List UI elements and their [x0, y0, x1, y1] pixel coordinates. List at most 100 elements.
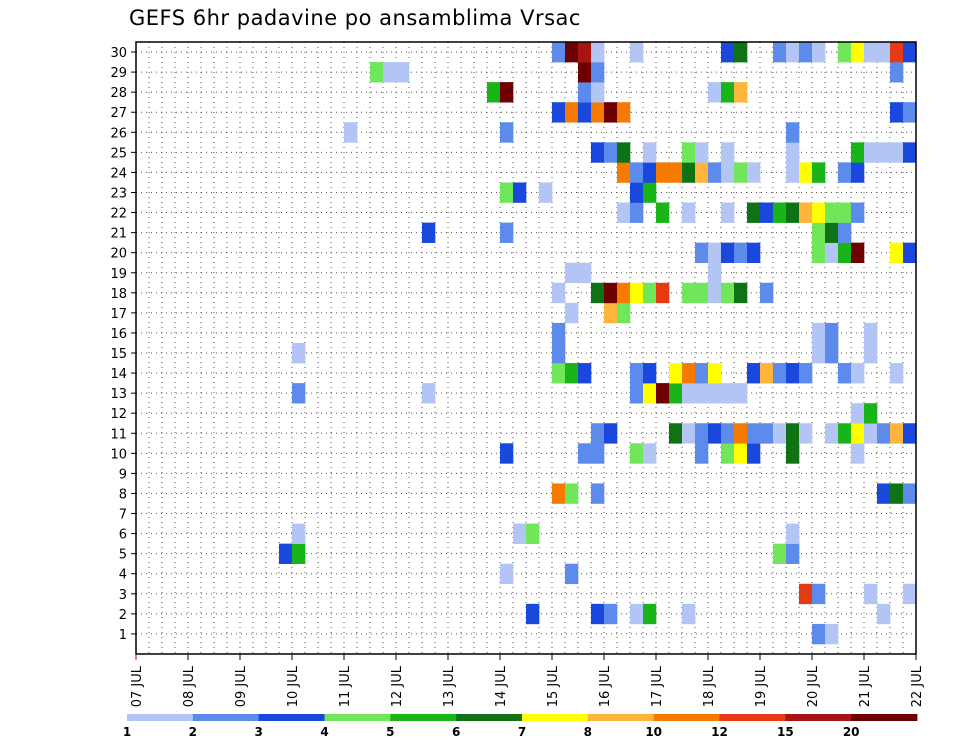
- precip-cell: member 5, 19 JUL 12Z: 2: [786, 543, 800, 565]
- precip-cell: member 20, 18 JUL 00Z: 1: [708, 242, 722, 264]
- precip-cell: member 22, 20 JUL 12Z: 4: [838, 202, 852, 223]
- y-tick-label: 18: [110, 287, 127, 302]
- precip-cell: member 2, 16 JUL 12Z: 1: [630, 603, 644, 625]
- precip-cell: member 3, 19 JUL 18Z: 12: [799, 583, 813, 605]
- precip-cell: member 13, 16 JUL 12Z: 2: [630, 383, 644, 404]
- precip-cell: member 25, 16 JUL 00Z: 2: [604, 142, 618, 163]
- precip-cell: member 20, 20 JUL 12Z: 5: [838, 242, 852, 264]
- precip-cell: member 21, 20 JUL 00Z: 4: [812, 222, 826, 243]
- precip-cell: member 6, 14 JUL 06Z: 1: [513, 523, 527, 544]
- precip-cell: member 10, 18 JUL 06Z: 4: [721, 443, 735, 464]
- colorbar-label: 10: [645, 725, 662, 739]
- y-tick-label: 10: [110, 447, 127, 462]
- precip-cell: member 25, 17 JUL 12Z: 4: [682, 142, 696, 163]
- precip-cell: member 14, 20 JUL 18Z: 1: [851, 363, 865, 384]
- precip-cell: member 30, 20 JUL 12Z: 4: [838, 42, 852, 63]
- precip-cell: member 26, 19 JUL 12Z: 2: [786, 122, 800, 143]
- precip-cell: member 14, 17 JUL 06Z: 7: [669, 363, 683, 384]
- precip-cell: member 27, 21 JUL 18Z: 2: [903, 102, 917, 123]
- precip-cell: member 6, 14 JUL 12Z: 4: [526, 523, 540, 544]
- precip-cell: member 17, 16 JUL 06Z: 4: [617, 302, 631, 324]
- precip-cell: member 8, 21 JUL 18Z: 2: [903, 483, 917, 504]
- precip-cell: member 25, 21 JUL 06Z: 1: [877, 142, 891, 163]
- precip-cell: member 13, 10 JUL 00Z: 2: [292, 383, 306, 404]
- precip-cell: member 11, 17 JUL 12Z: 1: [682, 423, 696, 444]
- precip-cell: member 14, 16 JUL 18Z: 3: [643, 363, 657, 384]
- precip-cell: member 22, 19 JUL 12Z: 6: [786, 202, 800, 223]
- precip-cell: member 26, 11 JUL 00Z: 1: [344, 122, 358, 143]
- precip-cell: member 14, 18 JUL 18Z: 3: [747, 363, 761, 384]
- precip-cell: member 18, 18 JUL 06Z: 4: [721, 282, 735, 304]
- precip-cell: member 24, 17 JUL 12Z: 6: [682, 162, 696, 183]
- x-tick-label: 11 JUL: [338, 665, 353, 707]
- precip-cell: member 22, 19 JUL 00Z: 3: [760, 202, 774, 223]
- x-tick-label: 18 JUL: [702, 665, 717, 707]
- x-tick-label: 14 JUL: [494, 665, 509, 707]
- precip-cell: member 30, 15 JUL 12Z: 15: [578, 42, 592, 63]
- y-tick-label: 19: [110, 267, 127, 282]
- y-axis-ticks: 1234567891011121314151617181920212223242…: [110, 46, 136, 643]
- precip-cell: member 15, 20 JUL 06Z: 2: [825, 342, 839, 364]
- y-tick-label: 7: [119, 508, 127, 523]
- precip-cell: member 10, 18 JUL 12Z: 7: [734, 443, 748, 464]
- precipitation-cells: member 1, 20 JUL 00Z: 2member 1, 20 JUL …: [279, 42, 917, 645]
- precip-cell: member 18, 17 JUL 00Z: 12: [656, 282, 670, 304]
- x-tick-label: 12 JUL: [390, 665, 405, 707]
- precip-cell: member 30, 20 JUL 18Z: 7: [851, 42, 865, 63]
- y-tick-label: 13: [110, 387, 127, 402]
- precip-cell: member 24, 20 JUL 12Z: 2: [838, 162, 852, 183]
- precip-cell: member 25, 16 JUL 18Z: 1: [643, 142, 657, 163]
- precip-cell: member 28, 18 JUL 12Z: 8: [734, 82, 748, 103]
- y-tick-label: 26: [110, 126, 127, 141]
- precip-cell: member 15, 21 JUL 00Z: 1: [864, 342, 878, 364]
- precip-cell: member 22, 17 JUL 12Z: 1: [682, 202, 696, 223]
- y-tick-label: 1: [119, 628, 127, 643]
- precip-cell: member 18, 16 JUL 18Z: 4: [643, 282, 657, 304]
- precip-cell: member 14, 21 JUL 12Z: 1: [890, 363, 904, 384]
- precip-cell: member 12, 20 JUL 18Z: 1: [851, 403, 865, 424]
- precip-cell: member 30, 15 JUL 00Z: 2: [552, 42, 566, 63]
- precip-cell: member 13, 18 JUL 12Z: 1: [734, 383, 748, 404]
- precip-cell: member 30, 15 JUL 06Z: 20: [565, 42, 579, 63]
- colorbar-swatch: [522, 714, 589, 721]
- y-tick-label: 15: [110, 347, 127, 362]
- precip-cell: member 21, 12 JUL 12Z: 3: [422, 222, 436, 243]
- y-tick-label: 11: [110, 427, 127, 442]
- precip-cell: member 11, 19 JUL 06Z: 1: [773, 423, 787, 444]
- x-tick-label: 17 JUL: [650, 665, 665, 707]
- precip-cell: member 14, 18 JUL 00Z: 7: [708, 363, 722, 384]
- precip-cell: member 8, 21 JUL 12Z: 6: [890, 483, 904, 504]
- precip-cell: member 11, 19 JUL 18Z: 1: [799, 423, 813, 444]
- precip-cell: member 11, 21 JUL 12Z: 8: [890, 423, 904, 444]
- precip-cell: member 11, 21 JUL 00Z: 1: [864, 423, 878, 444]
- y-tick-label: 17: [110, 307, 127, 322]
- precip-cell: member 11, 21 JUL 18Z: 3: [903, 423, 917, 444]
- precip-cell: member 18, 16 JUL 06Z: 10: [617, 282, 631, 304]
- precip-cell: member 28, 18 JUL 06Z: 5: [721, 82, 735, 103]
- precip-cell: member 13, 17 JUL 18Z: 1: [695, 383, 709, 404]
- precip-cell: member 2, 16 JUL 18Z: 5: [643, 603, 657, 625]
- precip-cell: member 24, 17 JUL 06Z: 10: [669, 162, 683, 183]
- precip-cell: member 30, 20 JUL 00Z: 1: [812, 42, 826, 63]
- precip-cell: member 8, 15 JUL 06Z: 4: [565, 483, 579, 504]
- y-tick-label: 8: [119, 487, 127, 502]
- precip-cell: member 11, 18 JUL 00Z: 3: [708, 423, 722, 444]
- y-tick-label: 20: [110, 247, 127, 262]
- colorbar-label: 15: [777, 725, 794, 739]
- colorbar-swatch: [785, 714, 852, 721]
- precip-cell: member 22, 20 JUL 00Z: 7: [812, 202, 826, 223]
- precip-cell: member 23, 14 JUL 06Z: 3: [513, 182, 527, 203]
- y-tick-label: 16: [110, 327, 127, 342]
- x-tick-label: 16 JUL: [598, 665, 613, 707]
- precip-cell: member 1, 20 JUL 00Z: 2: [812, 623, 826, 645]
- precip-cell: member 11, 16 JUL 00Z: 3: [604, 423, 618, 444]
- precip-cell: member 24, 16 JUL 06Z: 10: [617, 162, 631, 183]
- precip-cell: member 14, 20 JUL 12Z: 2: [838, 363, 852, 384]
- precip-cell: member 21, 20 JUL 12Z: 2: [838, 222, 852, 243]
- precip-cell: member 25, 16 JUL 06Z: 6: [617, 142, 631, 163]
- y-tick-label: 2: [119, 608, 127, 623]
- x-tick-label: 13 JUL: [442, 665, 457, 707]
- colorbar-label: 4: [320, 725, 328, 739]
- precip-cell: member 14, 15 JUL 12Z: 3: [578, 363, 592, 384]
- precip-cell: member 14, 19 JUL 00Z: 8: [760, 363, 774, 384]
